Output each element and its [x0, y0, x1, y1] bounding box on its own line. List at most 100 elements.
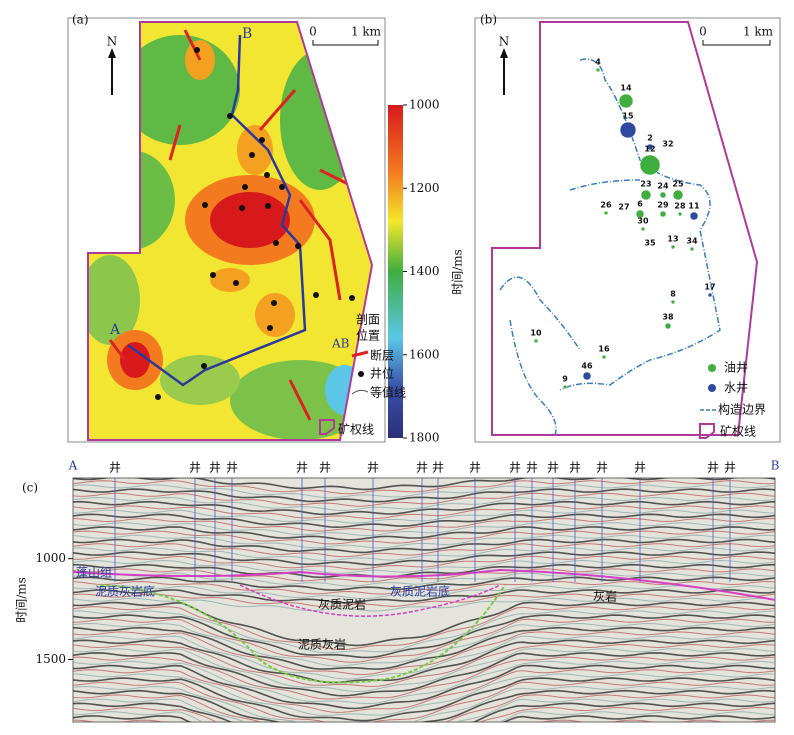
- arrow-head: [500, 48, 508, 58]
- reflector: [73, 643, 775, 687]
- well: [640, 189, 652, 201]
- panel-label: (a): [72, 13, 89, 27]
- reflector: [73, 685, 775, 722]
- reflector: [73, 547, 775, 562]
- annotation: 蓬山组: [76, 566, 112, 580]
- well-label: 9: [562, 375, 568, 384]
- reflector: [73, 496, 775, 512]
- well-label: 井: [226, 461, 238, 475]
- well-label: 46: [581, 362, 593, 371]
- reflector: [73, 538, 775, 554]
- reflector: [73, 551, 775, 566]
- well-label: 15: [622, 112, 634, 121]
- well-label: 24: [657, 182, 669, 191]
- legend-oil: [708, 364, 716, 372]
- section-line: [127, 34, 307, 387]
- reflector: [73, 597, 775, 612]
- reflector: [73, 715, 775, 722]
- reflector: [73, 614, 775, 659]
- legend-text: 水井: [724, 381, 748, 395]
- well-label: 16: [598, 345, 610, 354]
- colorbar-tick-label: 1600: [409, 347, 440, 361]
- well: [664, 322, 672, 330]
- reflector: [73, 517, 775, 532]
- arrow-head: [108, 48, 116, 58]
- well-label: 38: [662, 313, 674, 322]
- point-label: A: [68, 459, 78, 473]
- well-label: 井: [569, 461, 581, 475]
- legend-water: [708, 384, 716, 392]
- legend-text: 井位: [370, 366, 394, 381]
- well-label: 26: [600, 201, 612, 210]
- panel-label: (b): [480, 13, 497, 27]
- scale-label: 0: [699, 25, 707, 39]
- reflector: [73, 522, 775, 537]
- boundary: [87, 21, 374, 441]
- legend-text: AB: [331, 337, 350, 351]
- well: [670, 244, 676, 250]
- reflector: [73, 648, 775, 692]
- legend-contour: [351, 389, 369, 395]
- well-label: 2: [647, 134, 653, 143]
- reflector: [73, 673, 775, 716]
- well-label: 井: [432, 461, 444, 475]
- reflector: [73, 492, 775, 507]
- axis-label: 时间/ms: [15, 577, 29, 623]
- reflector: [73, 610, 775, 654]
- well-label: 29: [657, 201, 669, 210]
- legend-fault: [351, 350, 369, 358]
- well: [672, 189, 684, 201]
- reflector: [73, 563, 775, 579]
- well: [670, 299, 676, 305]
- scale-bar: [702, 40, 771, 46]
- well-label: 井: [509, 461, 521, 475]
- well: [533, 338, 539, 344]
- reflector: [73, 660, 775, 705]
- legend-text: 矿权线: [720, 425, 756, 439]
- reflector: [73, 589, 775, 604]
- well: [689, 211, 699, 221]
- well: [619, 121, 637, 139]
- colorbar-tick-label: 1800: [409, 431, 440, 445]
- well-label: 井: [416, 461, 428, 475]
- well: [562, 384, 568, 390]
- well: [659, 191, 667, 199]
- annotation: 灰质泥岩底: [390, 584, 450, 599]
- well: [689, 246, 695, 252]
- well-label: 井: [189, 461, 201, 475]
- reflector: [73, 513, 775, 529]
- reflector: [73, 543, 775, 558]
- panel-label: (c): [22, 481, 38, 495]
- well: [707, 292, 713, 298]
- legend-text: 断层: [370, 348, 394, 363]
- well-label: 27: [618, 203, 629, 212]
- well-label: 32: [662, 140, 673, 149]
- well: [635, 209, 645, 219]
- reflector: [73, 509, 775, 524]
- well-label: 井: [547, 461, 559, 475]
- reflector: [73, 593, 775, 608]
- reflector: [73, 488, 775, 503]
- scale-bar: [312, 40, 379, 46]
- colorbar-tick-label: 1200: [409, 181, 440, 195]
- legend-boundary: [699, 423, 715, 439]
- well-label: 35: [644, 239, 656, 248]
- well-label: 井: [319, 461, 331, 475]
- reflector: [73, 530, 775, 545]
- well-label: 30: [637, 217, 649, 226]
- wells-b: 4 14 15 2 32 12 23 24 25 26 27 6 29 28 11 30 35 13 34 8 17 38…: [530, 58, 716, 390]
- well: [646, 143, 654, 151]
- well: [677, 211, 683, 217]
- reflector: [73, 606, 775, 651]
- annotation: 灰岩: [593, 589, 617, 604]
- well-label: 17: [704, 283, 715, 292]
- legend-well: [358, 371, 364, 377]
- annotation: 灰质泥岩: [318, 597, 366, 612]
- scale-label: 0: [309, 25, 317, 39]
- wells-a: [155, 47, 355, 400]
- scale-label: 1 km: [743, 25, 774, 39]
- point-label: B: [242, 26, 252, 42]
- reflector: [73, 669, 775, 713]
- reflector: [73, 568, 775, 583]
